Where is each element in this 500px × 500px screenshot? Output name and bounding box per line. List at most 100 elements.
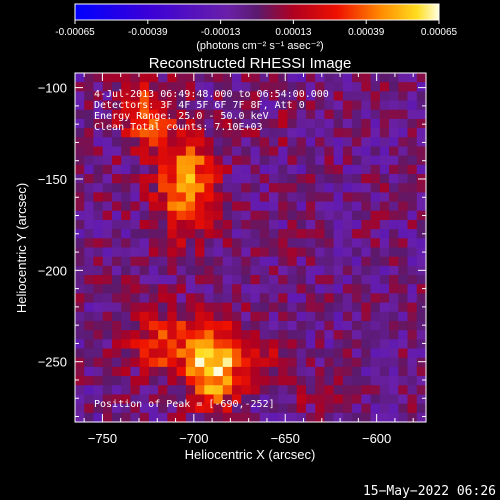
heatmap-cell [407, 192, 418, 203]
heatmap-cell [84, 247, 95, 258]
heatmap-cell [259, 320, 270, 331]
heatmap-cell [342, 265, 353, 276]
heatmap-cell [93, 73, 104, 83]
heatmap-cell [121, 238, 132, 249]
heatmap-cell [278, 183, 289, 193]
heatmap-cell [102, 339, 113, 350]
heatmap-cell [158, 412, 168, 423]
heatmap-cell [352, 348, 362, 359]
heatmap-cell [398, 183, 409, 193]
heatmap-cell [139, 164, 150, 175]
heatmap-cell [416, 238, 427, 249]
heatmap-cell [213, 247, 224, 258]
heatmap-cell [398, 311, 409, 322]
heatmap-cell [167, 412, 178, 423]
heatmap-cell [139, 155, 150, 166]
heatmap-cell [361, 403, 372, 414]
heatmap-cell [259, 192, 270, 203]
heatmap-cell [361, 330, 372, 340]
heatmap-cell [232, 385, 242, 396]
annotation-clean-counts: Clean Total counts: 7.10E+03 [94, 122, 263, 133]
heatmap-cell [361, 265, 372, 276]
heatmap-cell [296, 73, 307, 83]
heatmap-cell [324, 155, 335, 166]
heatmap-cell [148, 109, 159, 120]
heatmap-cell [195, 164, 205, 175]
heatmap-cell [250, 394, 261, 405]
heatmap-cell [416, 82, 427, 92]
heatmap-cell [195, 183, 205, 193]
heatmap-cell [389, 412, 399, 423]
heatmap-cell [167, 73, 178, 83]
heatmap-cell [176, 330, 187, 340]
heatmap-cell [352, 275, 362, 285]
heatmap-cell [84, 183, 95, 193]
heatmap-cell [102, 201, 113, 212]
heatmap-cell [287, 275, 298, 285]
heatmap-cell [102, 210, 113, 221]
heatmap-cell [185, 219, 196, 230]
heatmap-cell [222, 376, 233, 386]
heatmap-cell [315, 164, 325, 175]
heatmap-cell [379, 376, 390, 386]
heatmap-cell [167, 357, 178, 368]
heatmap-cell [278, 284, 289, 295]
heatmap-cell [416, 73, 427, 83]
heatmap-cell [84, 302, 95, 313]
heatmap-cell [102, 320, 113, 331]
heatmap-cell [111, 109, 122, 120]
heatmap-cell [121, 311, 132, 322]
heatmap-cell [139, 82, 150, 92]
heatmap-cell [296, 403, 307, 414]
heatmap-cell [259, 385, 270, 396]
heatmap-cell [204, 385, 215, 396]
heatmap-cell [130, 73, 141, 83]
annotation-block: 4-Jul-2013 06:49:48.000 to 06:54:00.000 … [94, 89, 329, 410]
heatmap-cell [296, 219, 307, 230]
heatmap-cell [222, 128, 233, 138]
heatmap-cell [361, 192, 372, 203]
heatmap-cell [268, 302, 279, 313]
heatmap-cell [296, 174, 307, 184]
heatmap-cell [416, 330, 427, 340]
heatmap-cell [250, 385, 261, 396]
heatmap-cell [222, 210, 233, 221]
heatmap-cell [148, 412, 159, 423]
heatmap-cell [379, 302, 390, 313]
heatmap-cell [324, 247, 335, 258]
heatmap-cell [370, 128, 381, 138]
heatmap-cell [296, 256, 307, 267]
heatmap-cell [407, 339, 418, 350]
heatmap-cell [102, 118, 113, 129]
heatmap-cell [75, 82, 85, 92]
heatmap-cell [204, 256, 215, 267]
heatmap-cell [111, 82, 122, 92]
heatmap-cell [93, 256, 104, 267]
annotation-energy-range: Energy Range: 25.0 - 50.0 keV [94, 111, 269, 122]
heatmap-cell [259, 164, 270, 175]
heatmap-cell [361, 174, 372, 184]
heatmap-cell [139, 109, 150, 120]
heatmap-cell [204, 348, 215, 359]
heatmap-cell [315, 302, 325, 313]
heatmap-cell [379, 238, 390, 249]
heatmap-cell [167, 118, 178, 129]
heatmap-cell [259, 394, 270, 405]
heatmap-cell [185, 137, 196, 148]
heatmap-cell [195, 91, 205, 102]
heatmap-cell [287, 73, 298, 83]
heatmap-cell [342, 174, 353, 184]
heatmap-cell [398, 100, 409, 111]
heatmap-cell [204, 82, 215, 92]
heatmap-cell [268, 256, 279, 267]
heatmap-cell [75, 284, 85, 295]
heatmap-cell [241, 376, 252, 386]
heatmap-cell [232, 137, 242, 148]
heatmap-cell [213, 82, 224, 92]
heatmap-cell [204, 155, 215, 166]
heatmap-cell [241, 256, 252, 267]
heatmap-cell [416, 403, 427, 414]
heatmap-cell [158, 219, 168, 230]
heatmap-cell [324, 256, 335, 267]
